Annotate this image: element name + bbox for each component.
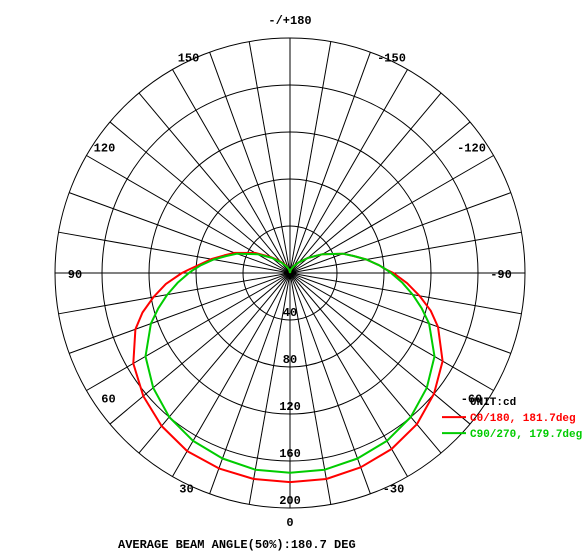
radial-label: 160 (279, 447, 301, 461)
polar-chart: -/+180-150-120-90-60-3003060901201504080… (0, 0, 585, 553)
radial-label: 120 (279, 400, 301, 414)
angle-label: -/+180 (268, 14, 311, 28)
radial-label: 40 (283, 306, 297, 320)
legend-label: C0/180, 181.7deg (470, 413, 576, 425)
angle-label: -150 (377, 51, 406, 65)
angle-label: -120 (457, 142, 486, 156)
angle-label: -90 (490, 268, 512, 282)
footer-text: AVERAGE BEAM ANGLE(50%):180.7 DEG (118, 538, 356, 552)
angle-label: 0 (286, 516, 293, 530)
legend-label: C90/270, 179.7deg (470, 429, 582, 441)
angle-label: 30 (179, 483, 193, 497)
radial-label: 200 (279, 494, 301, 508)
legend-unit: UNIT:cd (470, 397, 516, 409)
radial-label: 80 (283, 353, 297, 367)
angle-label: 90 (68, 268, 82, 282)
angle-label: -30 (383, 483, 405, 497)
angle-label: 120 (94, 142, 116, 156)
angle-label: 60 (101, 393, 115, 407)
angle-label: 150 (178, 51, 200, 65)
